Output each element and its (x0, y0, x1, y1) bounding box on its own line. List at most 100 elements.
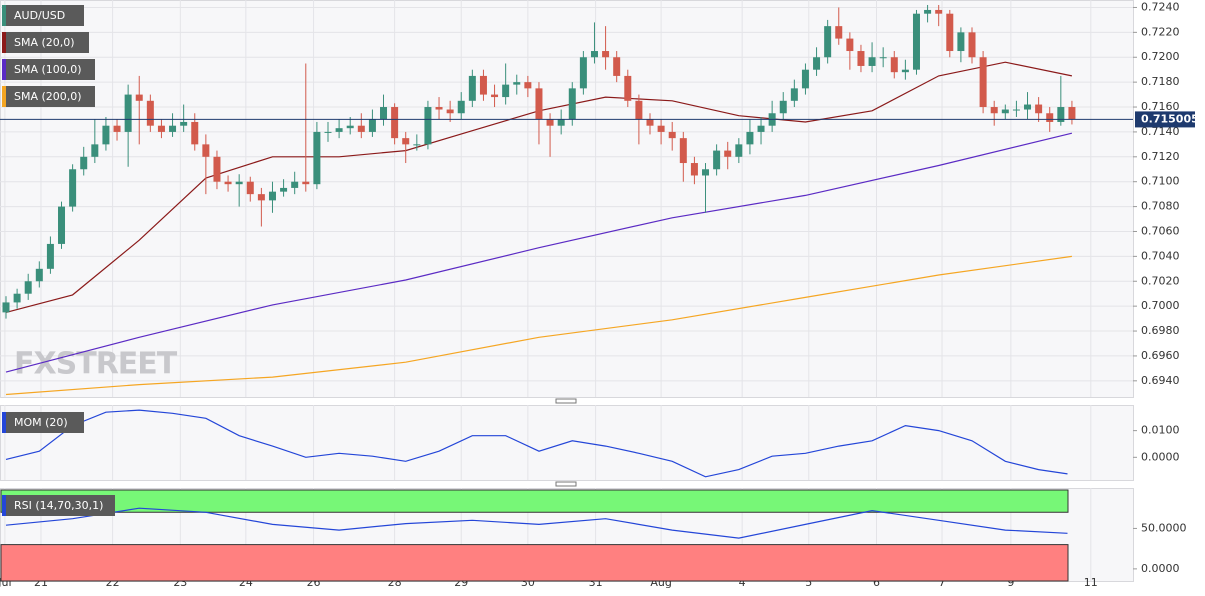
candle-body (113, 125, 121, 132)
candle-body (813, 57, 821, 70)
y-tick-label: 0.7180 (1141, 75, 1180, 88)
candle-body (546, 119, 554, 126)
candle-body (491, 94, 499, 98)
candle-body (435, 107, 443, 110)
legend-label: RSI (14,70,30,1) (14, 499, 103, 512)
candle-body (402, 138, 410, 145)
candle-body (202, 144, 210, 157)
legend-swatch (2, 412, 6, 433)
candle-body (457, 100, 465, 114)
legend-box (2, 32, 89, 53)
y-tick-label: 0.7120 (1141, 150, 1180, 163)
candle-body (180, 121, 188, 126)
candle-body (746, 131, 754, 145)
candle-body (246, 181, 254, 195)
candle-body (935, 9, 943, 14)
candle-body (24, 281, 32, 294)
candle-body (213, 156, 221, 182)
x-tick-label: 6 (873, 576, 880, 589)
candle-body (257, 194, 265, 201)
candle-body (35, 268, 43, 282)
candle-body (579, 57, 587, 89)
x-tick-label: 7 (939, 576, 946, 589)
candle-body (990, 107, 998, 114)
legend-box (2, 5, 84, 26)
legend-swatch (2, 86, 6, 107)
candle-body (868, 57, 876, 66)
panel (0, 0, 1134, 398)
candle-body (824, 26, 832, 58)
candle-body (702, 169, 710, 176)
candle-body (968, 32, 976, 58)
candle-body (291, 181, 299, 188)
candle-body (335, 128, 343, 132)
x-tick-label: 5 (805, 576, 812, 589)
x-tick-label: 11 (1084, 576, 1098, 589)
candle-body (135, 94, 143, 101)
candle-body (446, 109, 454, 114)
last-price-label: 0.715005 (1141, 112, 1199, 125)
candle-body (313, 131, 321, 185)
y-tick-label: 0.6960 (1141, 349, 1180, 362)
candle-body (391, 107, 399, 139)
legend-label: SMA (200,0) (14, 90, 82, 103)
candle-body (69, 169, 77, 207)
candle-body (1046, 113, 1054, 122)
candle-body (590, 51, 598, 58)
y-tick-label: 0.6940 (1141, 374, 1180, 387)
legend-box (2, 412, 84, 433)
candle-body (1035, 104, 1043, 114)
x-tick-label: 4 (739, 576, 746, 589)
candle-body (302, 181, 310, 185)
candle-body (757, 125, 765, 132)
candle-body (424, 107, 432, 145)
candle-body (91, 144, 99, 157)
y-tick-label: 0.0100 (1141, 424, 1180, 437)
y-tick-label: 0.6980 (1141, 324, 1180, 337)
candle-body (1001, 109, 1009, 114)
legend-box (2, 86, 95, 107)
overbought-band (0, 489, 1069, 513)
candle-body (668, 131, 676, 139)
candle-body (58, 206, 66, 244)
x-tick-label: Jul (0, 576, 12, 589)
candle-body (280, 187, 288, 192)
y-tick-label: 0.7040 (1141, 249, 1180, 262)
candle-body (13, 293, 21, 303)
candle-body (80, 156, 88, 170)
sma-line (5, 132, 1073, 373)
candle-body (779, 100, 787, 114)
sma-line (5, 255, 1072, 396)
y-tick-label: 0.0000 (1141, 450, 1180, 463)
y-tick-label: 0.7240 (1141, 0, 1180, 13)
candle-body (46, 243, 54, 269)
y-tick-label: 0.7020 (1141, 274, 1180, 287)
candle-body (846, 38, 854, 52)
candle-body (1012, 109, 1020, 111)
candle-body (124, 94, 132, 132)
legend-swatch (2, 59, 6, 80)
candle-body (912, 13, 920, 70)
candle-body (624, 75, 632, 101)
y-tick-label: 0.7080 (1141, 200, 1180, 213)
candle-body (613, 57, 621, 76)
candle-body (657, 125, 665, 132)
legend-label: SMA (100,0) (14, 63, 82, 76)
candle-body (646, 119, 654, 126)
candle-body (146, 100, 154, 126)
candle-body (346, 125, 354, 129)
candle-body (568, 88, 576, 120)
candle-body (713, 150, 721, 170)
panel-resize-handle (555, 398, 577, 404)
candle-body (324, 131, 332, 133)
candle-body (735, 144, 743, 157)
y-tick-label: 0.7100 (1141, 175, 1180, 188)
candle-body (102, 125, 110, 145)
watermark: FXSTREET (14, 347, 178, 382)
candle-body (513, 82, 521, 85)
y-tick-label: 0.7200 (1141, 50, 1180, 63)
candle-body (901, 69, 909, 73)
rsi-line (5, 507, 1068, 539)
y-tick-label: 0.7220 (1141, 25, 1180, 38)
